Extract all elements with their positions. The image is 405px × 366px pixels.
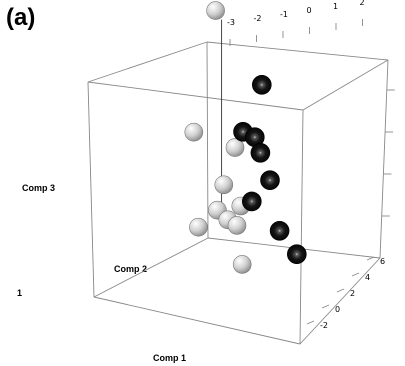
point-series0-0 — [206, 1, 225, 20]
right-tick-label-0: 6 — [380, 257, 385, 266]
bounding-box — [87, 41, 389, 345]
top-tick-label-1: -2 — [254, 14, 262, 23]
right-tick-label-2: 2 — [350, 289, 355, 298]
stray-label: 1 — [17, 288, 23, 298]
box-edge-3 — [87, 81, 304, 111]
box-edge-10 — [379, 59, 389, 259]
right-tick-mark-3 — [321, 304, 330, 309]
point-series0-1 — [184, 122, 204, 142]
box-edge-0 — [87, 41, 208, 83]
box-edge-4 — [93, 296, 301, 345]
box-edge-5 — [299, 257, 381, 345]
point-series0-7 — [227, 216, 247, 235]
point-series1-3 — [250, 143, 271, 163]
y-axis-title: Comp 2 — [114, 264, 148, 274]
point-series0-8 — [189, 217, 208, 237]
point-series1-0 — [251, 75, 272, 95]
box-edge-2 — [302, 59, 389, 111]
z-axis-title: Comp 3 — [22, 183, 56, 193]
box-edge-6 — [93, 237, 209, 298]
top-tick-label-4: 1 — [333, 2, 338, 11]
point-series1-5 — [242, 191, 262, 212]
top-tick-label-3: 0 — [307, 6, 312, 15]
right-tick-label-4: -2 — [320, 321, 328, 330]
panel-label: (a) — [6, 4, 36, 31]
right-tick-mark-2 — [336, 288, 345, 293]
data-points — [184, 1, 307, 274]
box-edge-11 — [299, 109, 304, 345]
right-tick-mark-0 — [366, 256, 375, 261]
right-tick-label-3: 0 — [335, 305, 340, 314]
box-edge-9 — [206, 41, 209, 239]
point-series1-6 — [269, 221, 290, 241]
x-axis-title: Comp 1 — [153, 353, 187, 363]
top-tick-label-0: -3 — [227, 18, 235, 27]
box-edge-8 — [87, 81, 95, 298]
point-series0-3 — [214, 175, 234, 195]
point-series1-4 — [260, 170, 280, 190]
right-tick-mark-1 — [351, 272, 360, 277]
point-series0-9 — [232, 255, 252, 274]
top-tick-label-2: -1 — [280, 10, 288, 19]
point-series1-7 — [286, 244, 307, 264]
box-edge-1 — [206, 41, 389, 61]
top-tick-label-5: 2 — [360, 0, 365, 7]
right-tick-label-1: 4 — [365, 273, 370, 282]
point-series0-2 — [225, 138, 245, 157]
tick-marks: -3 -2 -1 0 1 2 6 4 2 0 -2 — [227, 0, 395, 330]
right-tick-mark-4 — [306, 320, 315, 325]
